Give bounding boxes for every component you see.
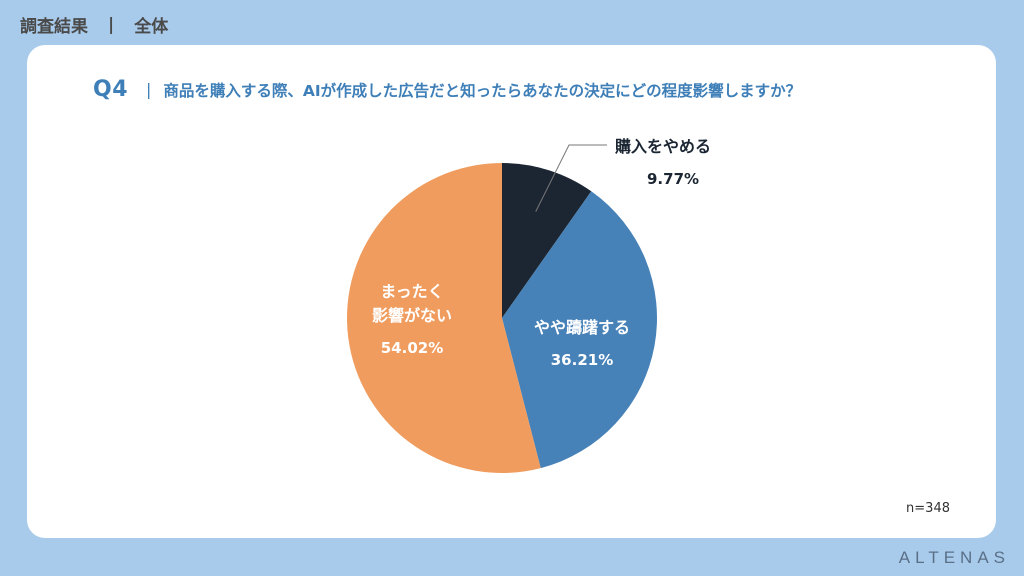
page-header: 調査結果 | 全体: [20, 12, 169, 38]
question-heading: Q4 | 商品を購入する際、AIが作成した広告だと知ったらあなたの決定にどの程度…: [93, 77, 801, 102]
question-text: 商品を購入する際、AIが作成した広告だと知ったらあなたの決定にどの程度影響します…: [163, 81, 802, 100]
question-number: Q4: [93, 77, 129, 102]
slice-label-3-line-1: まったく: [380, 282, 443, 301]
header-separator: |: [108, 14, 115, 35]
leader-line-1: [535, 144, 607, 212]
header-title: 調査結果: [20, 17, 88, 37]
slice-label-2-line-1: やや躊躇する: [534, 318, 630, 337]
pie-slice-2: [502, 191, 657, 469]
question-separator: |: [146, 80, 152, 99]
header-scope: 全体: [134, 17, 169, 37]
pie-slice-1: [502, 163, 592, 318]
sample-size: n=348: [906, 501, 950, 516]
slice-value-3: 54.02%: [381, 339, 443, 357]
result-card: Q4 | 商品を購入する際、AIが作成した広告だと知ったらあなたの決定にどの程度…: [27, 45, 996, 538]
brand-logo: ALTENAS: [898, 548, 1010, 567]
slice-value-2: 36.21%: [551, 351, 613, 369]
pie-slice-3: [346, 163, 541, 473]
slice-label-1-line-1: 購入をやめる: [614, 137, 711, 156]
slice-value-1: 9.77%: [647, 170, 699, 188]
slice-label-3-line-2: 影響がない: [372, 306, 452, 325]
